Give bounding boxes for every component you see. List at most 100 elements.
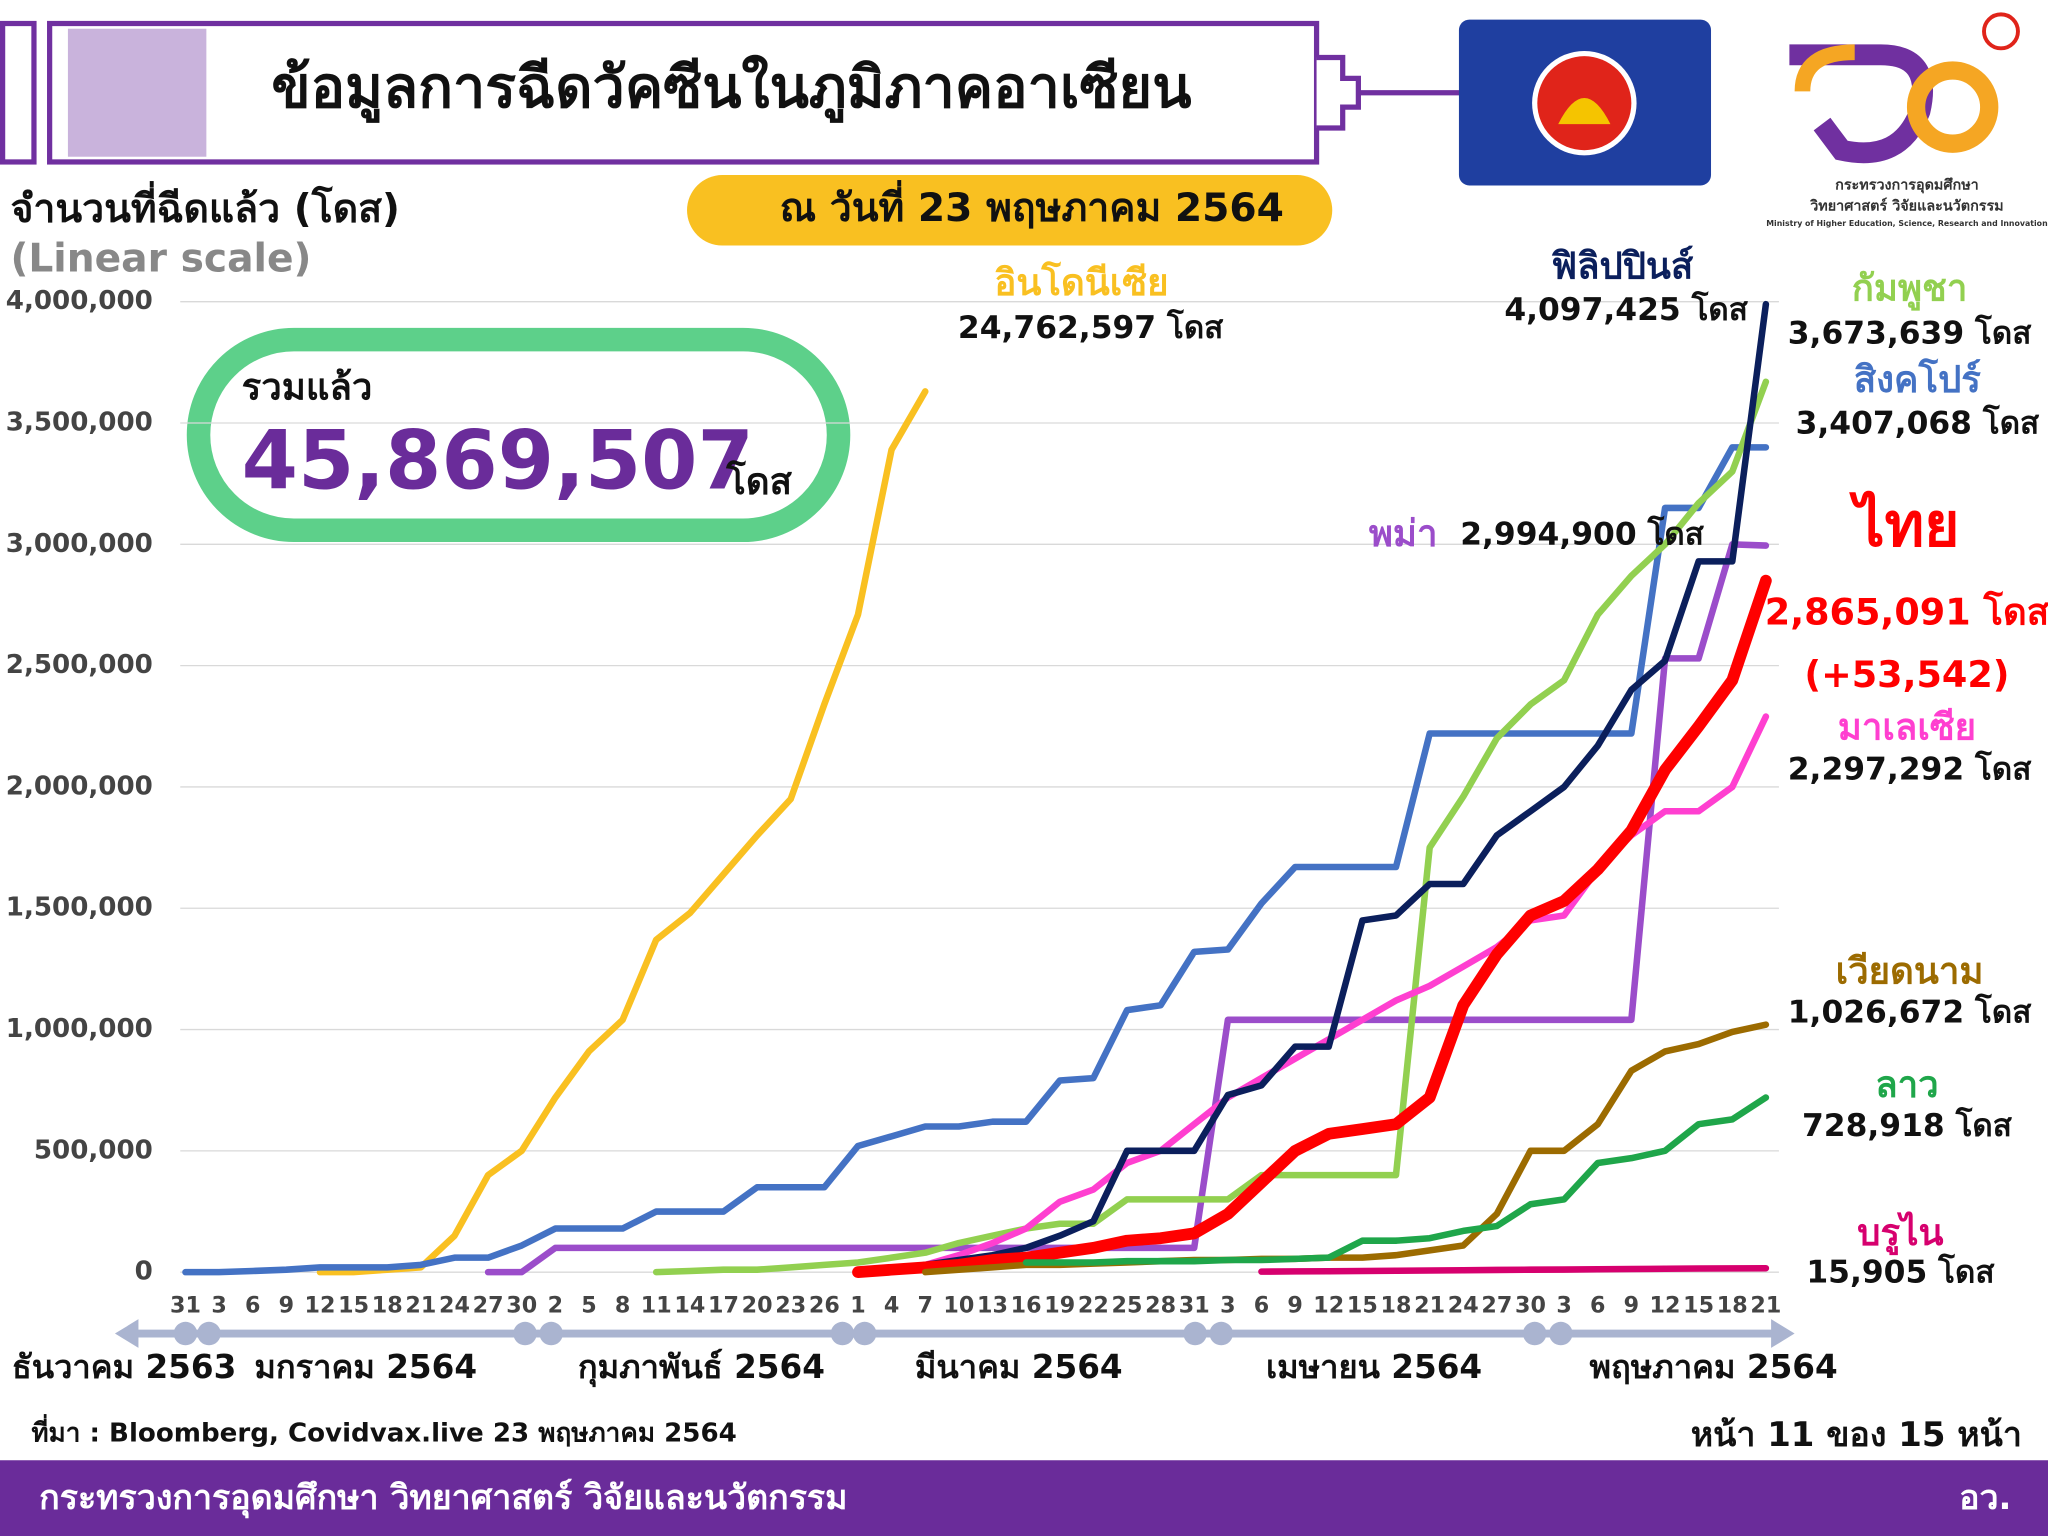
x-tick-label: 9 xyxy=(1287,1293,1302,1319)
y-tick-label: 2,500,000 xyxy=(6,650,153,680)
end-label: 15,905 โดส xyxy=(1806,1252,1995,1290)
x-tick-label: 18 xyxy=(1717,1293,1748,1319)
x-tick-label: 3 xyxy=(211,1293,226,1319)
x-tick-label: 4 xyxy=(884,1293,899,1319)
date: ณ วันที่ 23 พฤษภาคม 2564 xyxy=(780,180,1284,231)
x-tick-label: 28 xyxy=(1145,1293,1176,1319)
source: ที่มา : Bloomberg, Covidvax.live 23 พฤษภ… xyxy=(31,1414,736,1449)
x-tick-label: 17 xyxy=(708,1293,739,1319)
y-tick-label: 1,000,000 xyxy=(6,1014,153,1044)
month-label: มกราคม 2564 xyxy=(254,1348,477,1386)
legend-name: บรูไน xyxy=(1857,1211,1943,1256)
x-tick-label: 21 xyxy=(1414,1293,1445,1319)
series-line xyxy=(854,300,1770,1276)
y-tick-label: 1,500,000 xyxy=(6,893,153,923)
x-tick-label: 6 xyxy=(245,1293,260,1319)
x-tick-label: 12 xyxy=(305,1293,336,1319)
total-value: 45,869,507 xyxy=(242,414,754,508)
x-tick-label: 6 xyxy=(1590,1293,1605,1319)
total-unit: โดส xyxy=(725,460,792,503)
syringe xyxy=(0,20,1461,165)
x-tick-label: 26 xyxy=(809,1293,840,1319)
x-tick-label: 3 xyxy=(1556,1293,1571,1319)
x-tick-label: 23 xyxy=(775,1293,806,1319)
end-label: 3,407,068 โดส xyxy=(1796,403,2040,441)
footer-bar xyxy=(0,1460,2048,1536)
series-line xyxy=(1022,1094,1770,1266)
y-tick-label: 3,000,000 xyxy=(6,529,153,559)
total-title: รวมแล้ว xyxy=(242,366,373,409)
x-tick-label: 2 xyxy=(548,1293,563,1319)
legend-name: เวียดนาม xyxy=(1836,950,1984,993)
y-tick-label: 500,000 xyxy=(34,1135,153,1165)
x-tick-label: 31 xyxy=(1179,1293,1210,1319)
total-box xyxy=(186,327,851,543)
x-tick-label: 20 xyxy=(742,1293,773,1319)
x-tick-label: 27 xyxy=(1481,1293,1512,1319)
month-label: ธันวาคม 2563 xyxy=(12,1348,236,1386)
x-tick-label: 27 xyxy=(473,1293,504,1319)
legend-name: กัมพูชา xyxy=(1852,266,1968,311)
x-tick-label: 16 xyxy=(1011,1293,1042,1319)
x-tick-label: 22 xyxy=(1078,1293,1109,1319)
x-tick-label: 18 xyxy=(372,1293,403,1319)
x-tick-label: 3 xyxy=(1220,1293,1235,1319)
x-tick-label: 1 xyxy=(850,1293,865,1319)
page-number: หน้า 11 ของ 15 หน้า xyxy=(1691,1415,2022,1455)
x-tick-label: 30 xyxy=(1515,1293,1546,1319)
logo xyxy=(1789,12,2020,164)
plot: 0 500,000 1,000,000 1,500,000 2,000,000 2,500… xyxy=(6,244,2048,1388)
scale-note: (Linear scale) xyxy=(10,237,311,282)
legend-name: ลาว xyxy=(1875,1063,1938,1106)
x-tick-label: 9 xyxy=(1624,1293,1639,1319)
end-label: 3,673,639 โดส xyxy=(1788,313,2032,351)
footer-text: กระทรวงการอุดมศึกษา วิทยาศาสตร์ วิจัยและ… xyxy=(39,1478,847,1519)
x-tick-label: 18 xyxy=(1381,1293,1412,1319)
x-tick-label: 21 xyxy=(405,1293,436,1319)
x-tick-label: 12 xyxy=(1313,1293,1344,1319)
end-label: 728,918 โดส xyxy=(1802,1106,2013,1144)
end-label: 4,097,425 โดส xyxy=(1504,290,1748,328)
series-line xyxy=(854,713,1770,1276)
x-tick-label: 25 xyxy=(1112,1293,1143,1319)
daily-change: (+53,542) xyxy=(1804,653,2009,696)
end-label: 2,865,091 โดส xyxy=(1765,590,2048,633)
asean-flag xyxy=(1458,19,1712,186)
x-tick-label: 8 xyxy=(615,1293,630,1319)
series-line xyxy=(921,1021,1770,1276)
end-label: 1,026,672 โดส xyxy=(1788,993,2032,1031)
series-line xyxy=(652,378,1770,1276)
x-tick-label: 31 xyxy=(170,1293,201,1319)
x-tick-label: 15 xyxy=(1683,1293,1714,1319)
legend-name: มาเลเซีย xyxy=(1838,705,1976,748)
x-tick-label: 6 xyxy=(1254,1293,1269,1319)
logo-text: วิทยาศาสตร์ วิจัยและนวัตกรรม xyxy=(1809,196,2003,214)
month-label: เมษายน 2564 xyxy=(1266,1348,1482,1386)
chart-title: ข้อมูลการฉีดวัคซีนในภูมิภาคอาเซียน xyxy=(271,54,1191,123)
legend-name: พม่า xyxy=(1369,512,1438,555)
x-tick-label: 19 xyxy=(1044,1293,1075,1319)
legend-name: อินโดนีเซีย xyxy=(994,261,1168,304)
x-tick-label: 9 xyxy=(279,1293,294,1319)
x-tick-label: 24 xyxy=(439,1293,470,1319)
end-label: 2,297,292 โดส xyxy=(1788,750,2032,788)
end-label: 2,994,900 โดส xyxy=(1460,515,1704,553)
series-line xyxy=(484,541,1770,1276)
x-tick-label: 5 xyxy=(581,1293,596,1319)
x-tick-label: 24 xyxy=(1448,1293,1479,1319)
footer-short: อว. xyxy=(1959,1478,2011,1518)
date-badge xyxy=(687,175,1333,246)
x-tick-label: 12 xyxy=(1650,1293,1681,1319)
month-label: กุมภาพันธ์ 2564 xyxy=(578,1348,825,1388)
legend-name: ฟิลิปปินส์ xyxy=(1551,244,1694,287)
series-line xyxy=(852,574,1772,1279)
legend-name: สิงคโปร์ xyxy=(1854,358,1981,401)
logo-text: Ministry of Higher Education, Science, R… xyxy=(1766,219,2047,228)
end-label: 24,762,597 โดส xyxy=(958,308,1224,346)
logo-text: กระทรวงการอุดมศึกษา xyxy=(1835,176,1979,193)
y-tick-label: 3,500,000 xyxy=(6,408,153,438)
x-tick-label: 10 xyxy=(943,1293,974,1319)
x-tick-label: 15 xyxy=(1347,1293,1378,1319)
x-tick-label: 14 xyxy=(674,1293,705,1319)
